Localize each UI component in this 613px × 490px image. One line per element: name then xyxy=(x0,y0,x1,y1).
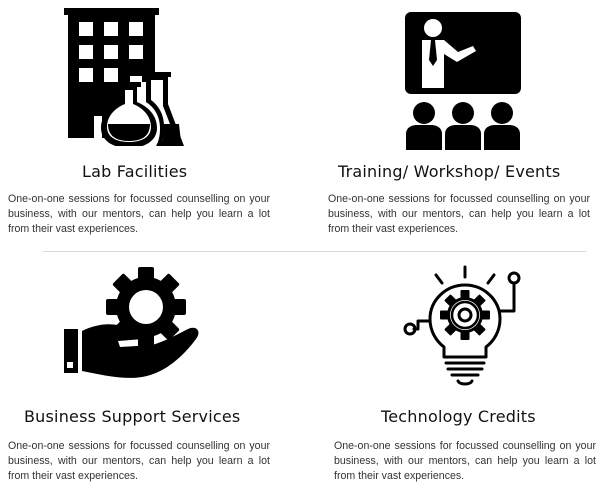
card-title: Technology Credits xyxy=(381,407,536,426)
section-divider xyxy=(43,251,586,252)
card-description: One-on-one sessions for focussed counsel… xyxy=(328,193,590,235)
lightbulb-gear-icon xyxy=(403,265,521,386)
feature-card-training-workshop-events: Training/ Workshop/ Events One-on-one se… xyxy=(300,0,613,250)
feature-card-technology-credits: Technology Credits One-on-one sessions f… xyxy=(300,253,613,490)
feature-card-business-support-services: Business Support Services One-on-one ses… xyxy=(0,253,300,490)
feature-card-lab-facilities: Lab Facilities One-on-one sessions for f… xyxy=(0,0,300,250)
card-description: One-on-one sessions for focussed counsel… xyxy=(8,193,270,235)
card-description: One-on-one sessions for focussed counsel… xyxy=(334,440,596,482)
card-title: Lab Facilities xyxy=(82,162,188,181)
lab-building-icon xyxy=(64,8,184,146)
card-description: One-on-one sessions for focussed counsel… xyxy=(8,440,270,482)
card-title: Business Support Services xyxy=(24,407,241,426)
presentation-icon xyxy=(405,12,521,150)
hand-gear-icon xyxy=(64,267,199,378)
card-title: Training/ Workshop/ Events xyxy=(338,162,561,181)
